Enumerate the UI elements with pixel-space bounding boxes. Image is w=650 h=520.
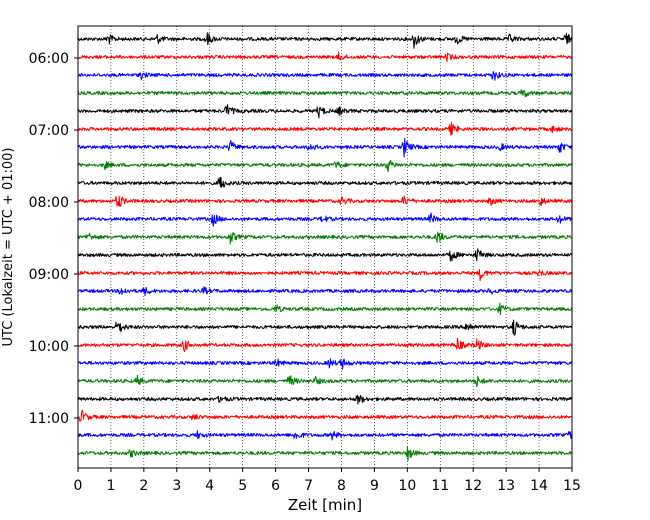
seismic-trace-14 xyxy=(77,268,573,282)
x-tick-label: 2 xyxy=(139,478,148,494)
x-tick-label: 5 xyxy=(238,478,247,494)
seismic-trace-7 xyxy=(77,137,573,158)
x-tick-label: 11 xyxy=(431,478,449,494)
seismic-trace-17 xyxy=(77,319,573,336)
x-tick-label: 1 xyxy=(106,478,115,494)
seismic-trace-6 xyxy=(77,121,573,136)
seismic-trace-8 xyxy=(77,159,573,173)
seismic-trace-4 xyxy=(77,89,573,98)
x-axis-label: Zeit [min] xyxy=(288,496,362,514)
x-tick-label: 15 xyxy=(563,478,581,494)
x-tick-label: 10 xyxy=(398,478,416,494)
seismic-trace-13 xyxy=(77,248,573,262)
seismic-trace-3 xyxy=(77,70,573,81)
x-axis: 0 1 2 3 4 5 6 7 8 9 10 11 12 13 14 15 xyxy=(74,468,581,494)
seismic-trace-2 xyxy=(77,51,573,63)
seismic-trace-10 xyxy=(77,195,573,207)
y-tick-label: 07:00 xyxy=(29,123,69,139)
x-tick-label: 3 xyxy=(172,478,181,494)
seismic-trace-12 xyxy=(77,231,573,245)
x-tick-label: 12 xyxy=(464,478,482,494)
seismic-trace-24 xyxy=(77,446,573,461)
x-tick-label: 14 xyxy=(530,478,548,494)
y-tick-label: 10:00 xyxy=(29,339,69,355)
x-tick-label: 8 xyxy=(337,478,346,494)
seismic-trace-20 xyxy=(77,374,573,388)
x-tick-label: 6 xyxy=(271,478,280,494)
y-tick-label: 06:00 xyxy=(29,51,69,67)
y-tick-label: 08:00 xyxy=(29,195,69,211)
plot-frame xyxy=(77,25,573,469)
seismic-trace-15 xyxy=(77,286,573,297)
seismic-trace-9 xyxy=(77,176,573,188)
x-tick-label: 0 xyxy=(74,478,83,494)
seismic-trace-5 xyxy=(77,104,573,119)
seismic-trace-1 xyxy=(77,32,573,49)
seismic-trace-18 xyxy=(77,337,573,353)
y-axis: 06:00 07:00 08:00 09:00 10:00 11:00 xyxy=(29,51,78,427)
seismic-trace-19 xyxy=(77,358,573,370)
y-tick-label: 11:00 xyxy=(29,411,69,427)
x-tick-label: 4 xyxy=(205,478,214,494)
trace-group xyxy=(77,32,573,461)
seismic-trace-23 xyxy=(77,430,573,441)
y-axis-label: UTC (Lokalzeit = UTC + 01:00) xyxy=(1,148,16,347)
x-tick-label: 7 xyxy=(304,478,313,494)
seismic-trace-22 xyxy=(77,409,572,422)
x-tick-label: 9 xyxy=(370,478,379,494)
seismic-trace-21 xyxy=(77,394,573,405)
seismic-trace-16 xyxy=(77,302,573,316)
x-tick-label: 13 xyxy=(497,478,515,494)
seismic-trace-11 xyxy=(77,212,573,227)
y-tick-label: 09:00 xyxy=(29,267,69,283)
